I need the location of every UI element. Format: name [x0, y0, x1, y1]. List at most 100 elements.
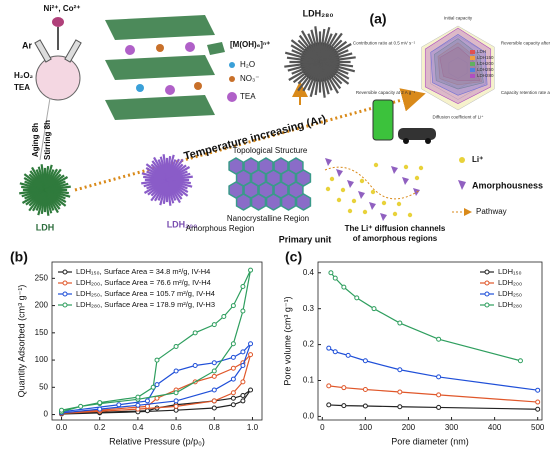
y-tick-label: 200	[35, 301, 49, 310]
legend-swatch	[229, 76, 235, 82]
y-axis-label: Quantity Adsorbed (cm³ g⁻¹)	[16, 285, 26, 398]
amorphous-unit	[369, 202, 376, 210]
y-tick-label: 0.1	[303, 376, 315, 385]
data-point	[326, 345, 332, 351]
hex-cell	[250, 193, 267, 211]
label: LDH₂₀₀	[167, 219, 198, 229]
x-tick-label: 0.6	[171, 423, 183, 432]
legend-swatch	[62, 291, 68, 297]
data-point	[192, 363, 198, 369]
data-point	[230, 341, 236, 347]
data-point	[341, 284, 347, 290]
series-line	[61, 389, 252, 415]
layered-structure	[105, 15, 215, 120]
x-tick-label: 0.0	[56, 423, 68, 432]
legend-swatch	[484, 302, 490, 308]
li-ion	[414, 175, 420, 181]
amorphous-unit	[413, 188, 420, 196]
legend-swatch	[470, 74, 475, 78]
data-point	[362, 403, 368, 409]
y-tick-label: 0.2	[303, 340, 315, 349]
data-point	[240, 308, 246, 314]
hex-grid	[228, 157, 312, 211]
li-ion	[392, 211, 398, 217]
data-point	[326, 383, 332, 389]
x-axis-label: Pore diameter (nm)	[391, 436, 469, 446]
data-point	[192, 330, 198, 336]
caption: of amorphous regions	[353, 234, 438, 243]
amorphous-unit	[380, 213, 387, 221]
data-point	[436, 374, 442, 380]
data-point	[362, 386, 368, 392]
data-point	[328, 270, 334, 276]
neck	[64, 39, 82, 63]
data-point	[144, 398, 150, 404]
legend-label: Pathway	[476, 207, 507, 216]
data-point	[59, 407, 65, 413]
particle-spike	[166, 175, 193, 182]
li-ion	[396, 201, 402, 207]
label: Ar	[22, 40, 32, 50]
li-ion	[381, 200, 387, 206]
radar-axis-label: Reversible capacity after 300 cycles	[501, 40, 550, 45]
legend-swatch	[484, 291, 490, 297]
label: H₂O₂	[14, 71, 34, 80]
data-point	[341, 403, 347, 409]
data-point	[211, 405, 217, 411]
label: Topological Structure	[233, 146, 308, 155]
data-point	[144, 403, 150, 409]
data-point	[248, 267, 254, 273]
data-point	[397, 367, 403, 373]
radar-shape	[430, 34, 488, 96]
radar-axis-label: Initial capacity	[444, 16, 473, 21]
data-point	[397, 389, 403, 395]
y-tick-label: 50	[39, 382, 48, 391]
plot-frame	[51, 261, 263, 421]
hex-cell	[295, 193, 312, 211]
li-ion	[351, 198, 357, 204]
series-line	[328, 404, 538, 410]
panel-label: (b)	[10, 249, 28, 265]
legend-label: LDH₂₈₀, Surface Area = 178.9 m²/g, IV-H3	[76, 300, 215, 309]
data-point	[240, 363, 246, 369]
amorphous-unit	[347, 180, 354, 188]
legend-swatch	[484, 280, 490, 286]
data-point	[345, 352, 351, 358]
data-point	[397, 404, 403, 410]
data-point	[173, 403, 179, 409]
schematic: Initial capacity Reversible capacity afte…	[19, 15, 550, 221]
legend-swatch	[458, 180, 466, 190]
x-axis-label: Relative Pressure (p/p₀)	[109, 436, 205, 446]
legend-label: NO₃⁻	[240, 74, 259, 83]
y-tick-label: 100	[35, 355, 49, 364]
series-line	[61, 269, 252, 413]
data-point	[211, 360, 217, 366]
legend-label: LDH200	[477, 61, 494, 66]
particle-spike	[44, 185, 71, 192]
x-tick-label: 0	[320, 423, 325, 432]
legend-label: H₂O	[240, 60, 255, 69]
li-ion	[329, 176, 335, 182]
li-ion	[403, 164, 409, 170]
data-point	[154, 382, 160, 388]
y-axis-label: Pore volume (cm³ g⁻¹)	[282, 296, 292, 385]
legend-label: LDH₁₅₀	[498, 267, 522, 276]
legend-swatch	[470, 56, 475, 60]
data-point	[78, 403, 84, 409]
caption: The Li⁺ diffusion channels	[345, 224, 446, 233]
legend-label: LDH₂₅₀, Surface Area = 105.7 m²/g, IV-H4	[76, 289, 215, 298]
data-point	[230, 376, 236, 382]
data-point	[173, 398, 179, 404]
x-tick-label: 400	[488, 423, 502, 432]
data-point	[341, 385, 347, 391]
amorphous-unit	[402, 177, 409, 185]
data-point	[211, 322, 217, 328]
legend-label: Li⁺	[472, 155, 483, 164]
data-point	[211, 368, 217, 374]
legend-label: LDH₂₅₀	[498, 289, 522, 298]
legend-label: LDH₁₅₀, Surface Area = 34.8 m²/g, IV-H4	[76, 267, 210, 276]
legend-label: LDH	[477, 49, 486, 54]
data-point	[230, 354, 236, 360]
